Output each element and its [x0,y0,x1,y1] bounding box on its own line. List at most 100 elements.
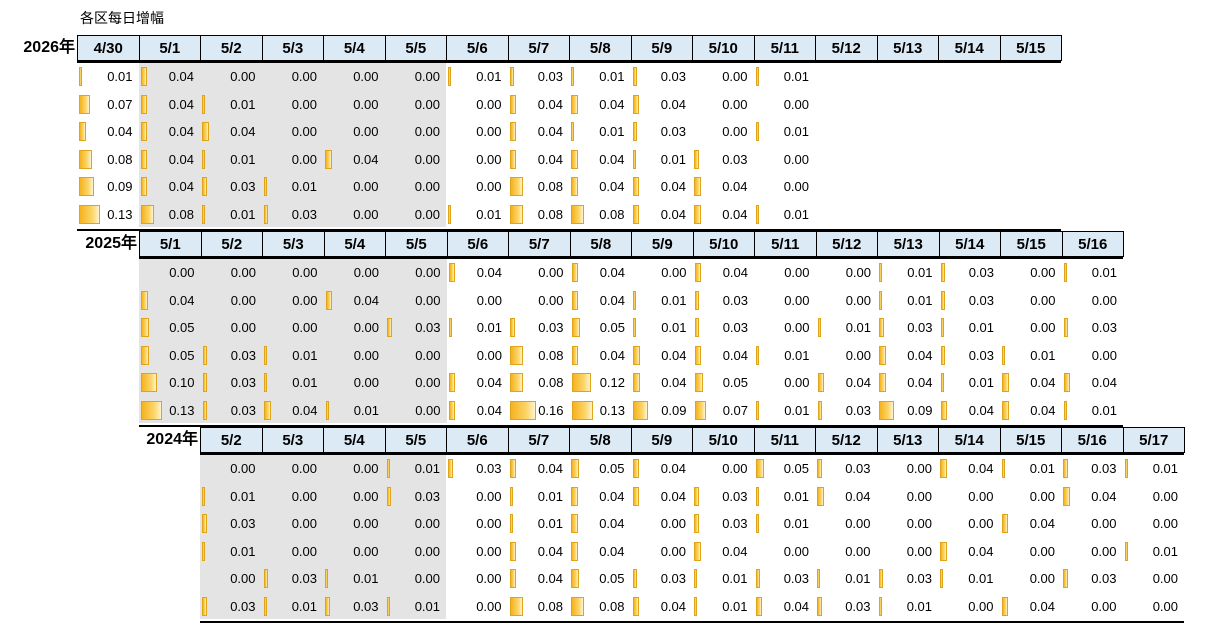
data-cell: 0.01 [200,91,262,118]
data-bar [633,373,640,393]
data-bar [1001,459,1005,478]
data-cell: 0.00 [262,63,324,90]
data-cell: 0.04 [1000,369,1062,396]
data-bar [1063,318,1069,338]
data-value: 0.00 [906,488,932,504]
data-cell: 0.03 [200,510,262,537]
data-value: 0.00 [230,265,256,280]
data-bar [509,67,515,86]
data-bar [510,318,515,338]
data-value: 0.01 [291,599,317,614]
data-value: 0.03 [660,124,686,140]
data-bar [202,122,209,142]
data-value: 0.00 [660,543,686,559]
data-value: 0.03 [230,347,256,363]
header-rule [77,61,1061,63]
data-cell: 0.01 [877,593,939,620]
data-cell: 0.04 [447,259,509,286]
data-cell: 0.13 [570,397,632,424]
data-bar [571,263,578,282]
data-cell: 0.01 [385,455,447,482]
data-value: 0.03 [230,403,256,418]
data-bar [571,514,578,534]
date-header: 5/13 [876,427,939,453]
data-value: 0.09 [107,179,133,195]
data-cell: 0.04 [139,63,201,90]
data-cell: 0.00 [1061,538,1123,565]
data-cell: 0.04 [693,342,755,369]
data-cell: 0.04 [631,369,693,396]
data-value: 0.04 [599,265,625,280]
data-bar [202,94,205,114]
year-label: 2026年 [23,39,75,56]
data-cell: 0.00 [385,565,447,592]
data-bar [509,205,523,224]
data-bar [448,263,455,282]
data-cell: 0.00 [1123,565,1185,592]
data-bar [694,514,699,534]
data-bar [448,459,453,478]
data-value: 0.00 [291,124,317,140]
data-bar [79,67,82,86]
data-value: 0.00 [353,69,379,84]
data-cell: 0.00 [323,510,385,537]
data-value: 0.03 [722,516,748,532]
data-cell: 0.00 [1000,287,1062,314]
data-value: 0.04 [722,543,748,559]
data-cell: 0.04 [877,342,939,369]
date-header: 5/11 [754,231,817,257]
data-bar [817,486,824,506]
data-cell: 0.00 [754,173,816,200]
data-value: 0.03 [722,292,748,308]
data-cell: 0.00 [262,314,324,341]
data-value: 0.00 [784,320,810,336]
data-bar [202,149,205,169]
data-bar [571,290,578,310]
date-header: 5/15 [1000,231,1063,257]
data-value: 0.03 [538,320,564,336]
data-value: 0.00 [784,292,810,308]
data-cell: 0.04 [508,565,570,592]
data-value: 0.01 [292,375,318,391]
data-cell: 0.01 [262,173,324,200]
data-bar [632,459,639,478]
data-cell: 0.00 [262,118,324,145]
data-value: 0.00 [968,488,994,504]
data-value: 0.04 [660,96,686,112]
data-bar [202,486,205,506]
data-value: 0.10 [169,375,195,391]
data-value: 0.13 [169,403,195,418]
data-value: 0.01 [784,347,810,363]
data-bar [1001,597,1008,616]
data-value: 0.03 [230,599,256,614]
data-bar [571,569,580,589]
data-value: 0.01 [414,461,440,476]
data-bar [1002,401,1009,420]
data-value: 0.00 [353,347,379,363]
data-cell: 0.03 [1062,314,1124,341]
data-cell: 0.01 [754,397,816,424]
data-value: 0.00 [230,69,256,84]
data-bar [571,459,580,478]
data-value: 0.03 [845,461,871,476]
data-value: 0.00 [476,599,502,614]
data-value: 0.00 [353,179,379,195]
data-value: 0.03 [906,571,932,587]
date-header: 5/14 [938,427,1001,453]
data-cell: 0.01 [262,593,324,620]
data-cell: 0.00 [692,63,754,90]
data-value: 0.01 [353,571,379,587]
data-cell: 0.00 [262,287,324,314]
data-cell: 0.04 [139,118,201,145]
data-bar [694,205,701,224]
data-bar [509,597,523,616]
data-cell: 0.04 [631,593,693,620]
data-bar [509,569,516,589]
chart-title: 各区每日增幅 [80,10,164,26]
data-value: 0.01 [230,543,256,559]
date-header: 5/11 [753,427,816,453]
data-value: 0.04 [660,179,686,195]
data-value: 0.03 [722,488,748,504]
data-value: 0.00 [230,571,256,587]
data-bar [571,486,578,506]
